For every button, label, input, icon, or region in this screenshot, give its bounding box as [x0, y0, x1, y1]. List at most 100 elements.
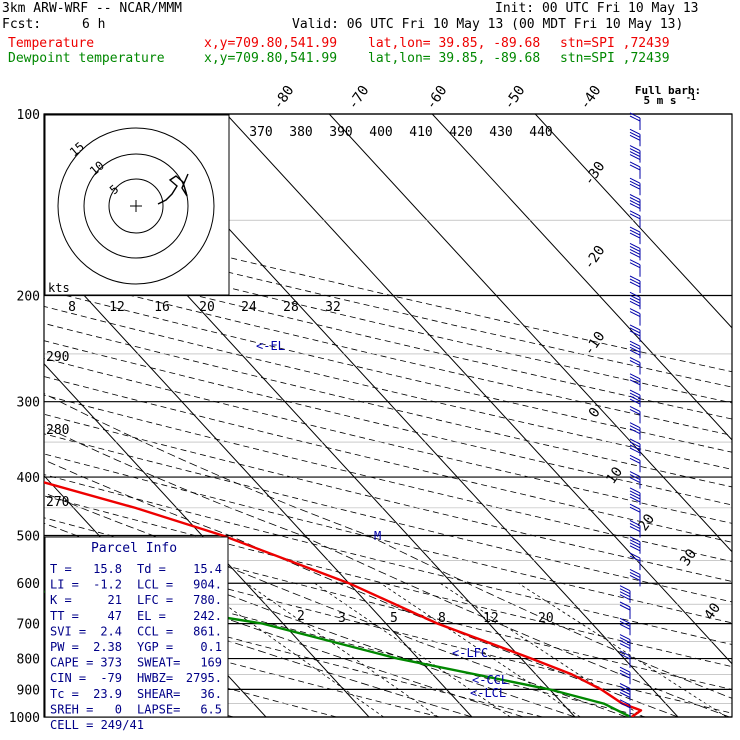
wind-barb-flag: [629, 360, 641, 366]
wind-barb-flag: [629, 568, 641, 575]
legend-dewpoint: Dewpoint temperature: [8, 51, 165, 66]
parcel-info-box: [44, 536, 229, 718]
wind-barb-flag: [629, 294, 641, 301]
wind-barb-flag: [629, 493, 641, 500]
parcel-info-value: 2795.: [186, 671, 222, 685]
parcel-info-value: 2.4: [100, 624, 122, 638]
mixing-ratio-line: [246, 582, 439, 717]
wind-barb-flag: [619, 634, 631, 641]
wind-barb-flag: [619, 594, 631, 601]
wind-barb-flag: [629, 398, 641, 405]
pressure-label: 600: [17, 577, 40, 592]
parcel-info-key: Td =: [137, 562, 166, 576]
wind-barb-flag: [619, 699, 631, 706]
parcel-info-value: 0: [115, 702, 122, 716]
wind-barb-flag: [629, 210, 641, 217]
parcel-info-value: 2.38: [93, 640, 122, 654]
isotherm-line: [431, 114, 732, 441]
wind-barb-flag: [629, 128, 641, 135]
wind-barb-flag: [629, 245, 641, 252]
wind-barb-flag: [629, 506, 641, 513]
wind-barb-flag: [629, 197, 641, 203]
wind-barb-flag: [629, 154, 641, 161]
upper-scale-label: 24: [241, 300, 257, 315]
wind-barb-flag: [629, 148, 641, 155]
parcel-info-value: 47: [108, 609, 122, 623]
wind-barb-flag: [629, 330, 641, 337]
init-time: Init: 00 UTC Fri 10 May 13: [495, 1, 699, 16]
isotherm-label: 30: [677, 546, 700, 569]
isotherm-label: 40: [701, 600, 724, 623]
pressure-label: 800: [17, 653, 40, 668]
parcel-info-value: 15.8: [93, 562, 122, 576]
el-marker: <-EL: [256, 339, 285, 353]
parcel-info-value: 15.4: [193, 562, 222, 576]
theta-e-label: 380: [289, 125, 312, 140]
wind-barb-flag: [619, 601, 631, 608]
mixing-ratio-label: 12: [483, 611, 499, 626]
wind-barb-flag: [619, 672, 631, 679]
wind-barb-flag: [629, 405, 641, 412]
wind-barb-flag: [629, 281, 641, 288]
wind-barb-flag: [629, 552, 641, 559]
hodograph-trace: [157, 173, 189, 205]
legend-temperature-latlon: lat,lon= 39.85, -89.68: [368, 36, 541, 51]
wind-barb-flag: [629, 203, 641, 209]
wind-barb-flag: [629, 183, 641, 190]
isotherm-line: [44, 251, 473, 717]
mixing-ratio-label: 20: [538, 611, 554, 626]
wind-barb-flag: [619, 692, 631, 698]
parcel-info-value: 6.5: [200, 702, 222, 716]
wind-barb-flag: [629, 262, 641, 269]
dry-adiabat-label: 270: [46, 495, 69, 510]
theta-e-label: 410: [409, 125, 432, 140]
wind-barb-flag: [629, 523, 641, 529]
legend-dewpoint-latlon: lat,lon= 39.85, -89.68: [368, 51, 541, 66]
theta-e-label: 370: [249, 125, 272, 140]
wind-barb-flag: [629, 526, 641, 532]
valid-time: Valid: 06 UTC Fri 10 May 13 (00 MDT Fri …: [292, 17, 684, 32]
wind-barb-flag: [629, 490, 641, 497]
wind-barb-flag: [629, 232, 641, 239]
upper-scale-label: 12: [109, 300, 125, 315]
parcel-info-key: HWBZ=: [137, 671, 173, 685]
wind-barb-flag: [619, 686, 631, 692]
lcl-marker: <-LCL: [470, 686, 506, 700]
isotherm-label: -20: [581, 243, 609, 273]
hodograph-ring: [83, 153, 189, 259]
parcel-info-value: -1.2: [93, 578, 122, 592]
wind-barb-flag: [629, 340, 641, 347]
wind-barb-flag: [629, 574, 641, 581]
wind-barb-flag: [619, 643, 631, 650]
isotherm-line: [44, 363, 370, 717]
parcel-info-value: 21: [108, 593, 122, 607]
wind-barb-flag: [619, 653, 631, 660]
wind-barb-flag: [619, 588, 631, 595]
legend-dewpoint-station: stn=SPI ,72439: [560, 51, 670, 66]
isotherm-line: [328, 114, 732, 553]
dry-adiabat-label: 280: [46, 423, 69, 438]
parcel-info-key: SREH =: [50, 702, 93, 716]
mixing-ratio-line: [380, 582, 581, 717]
parcel-info-value: 904.: [193, 578, 222, 592]
wind-barb-flag: [619, 623, 631, 630]
wind-barb-flag: [629, 539, 641, 546]
wind-barb-flag: [629, 251, 641, 258]
parcel-info-key: CIN =: [50, 671, 86, 685]
wind-barb-flag: [629, 503, 641, 510]
wind-barb-flag: [629, 425, 641, 432]
isotherm-label: -60: [423, 83, 451, 113]
wind-barb-flag: [629, 327, 641, 334]
pressure-label: 1000: [9, 711, 40, 726]
parcel-info-value: 0.1: [200, 640, 222, 654]
forecast-hours: 6 h: [82, 17, 106, 32]
isotherm-line: [534, 114, 732, 329]
moist-adiabat: [44, 552, 524, 717]
wind-barb-flag: [629, 520, 641, 526]
wind-barb-flag: [619, 617, 631, 624]
parcel-info-value: 23.9: [93, 687, 122, 701]
m-marker: M: [374, 529, 381, 543]
mixing-ratio-label: 3: [338, 611, 346, 626]
wind-barb-flag: [629, 226, 641, 233]
wind-barb-flag: [629, 311, 641, 318]
